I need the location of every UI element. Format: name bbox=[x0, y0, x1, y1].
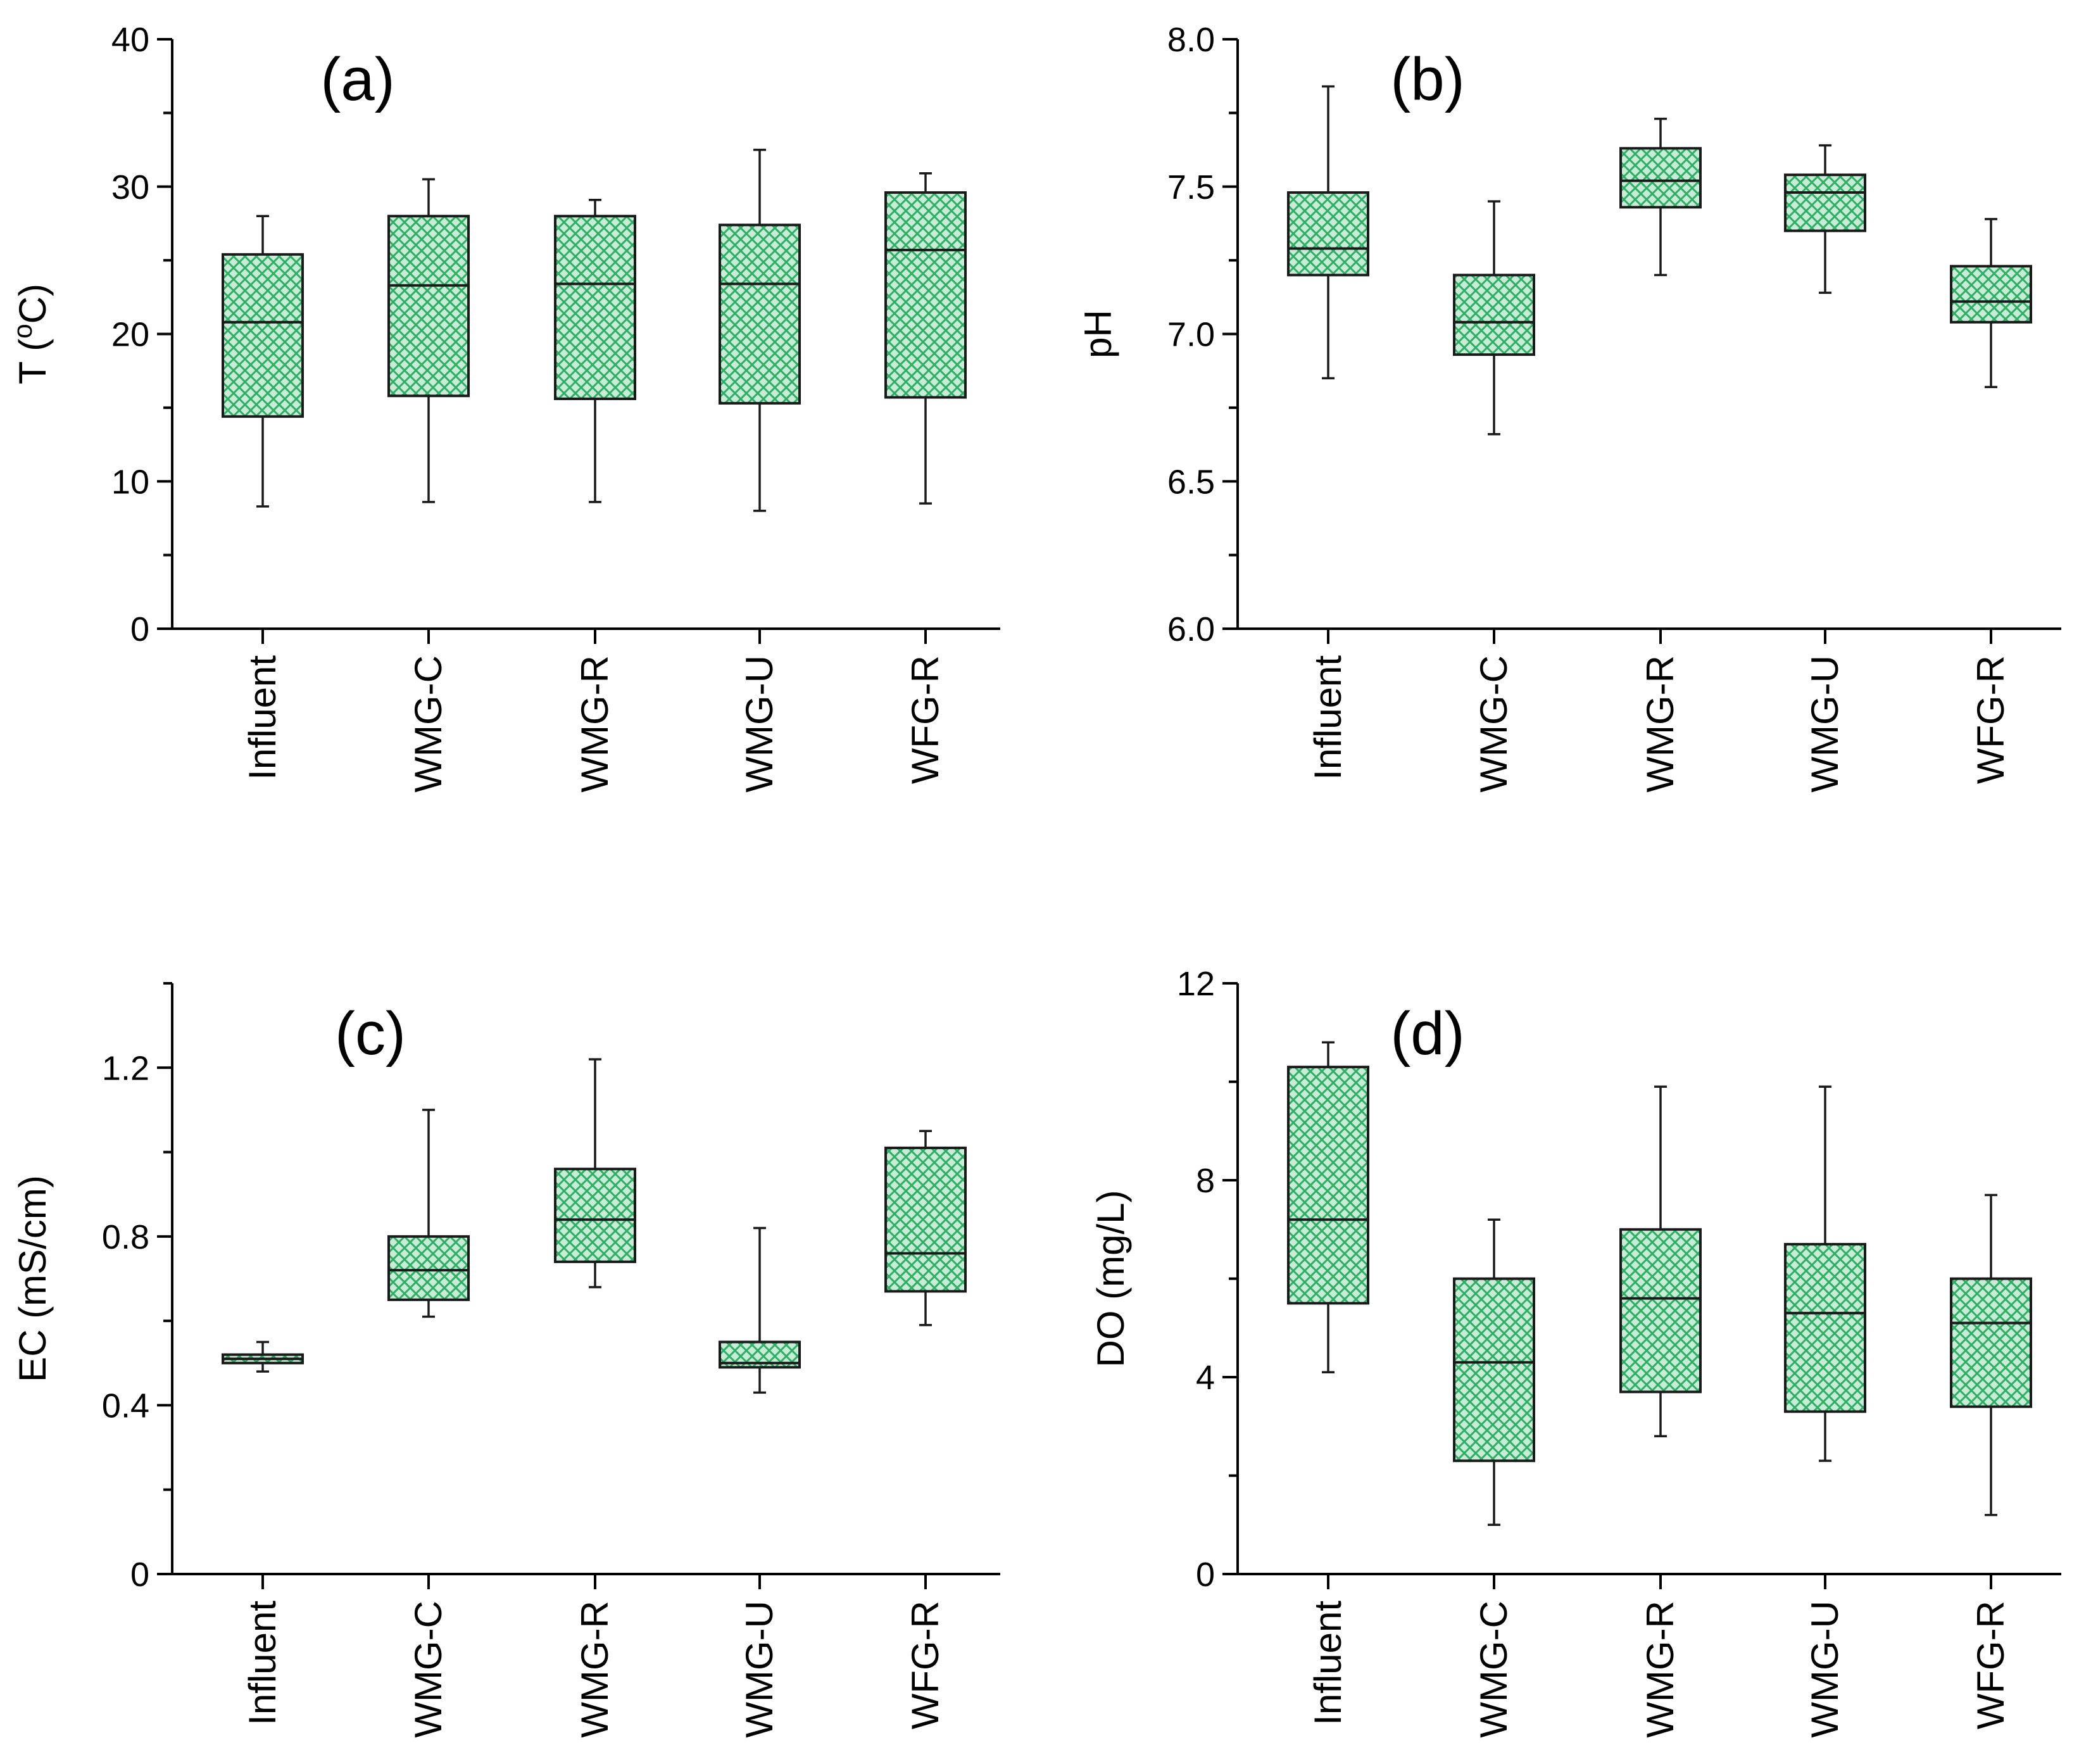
x-category-label: WMG-C bbox=[407, 655, 449, 793]
iqr-box bbox=[554, 215, 636, 400]
x-category-label: Influent bbox=[1307, 655, 1349, 780]
iqr-box bbox=[884, 191, 967, 399]
box-wmg-u bbox=[719, 148, 801, 512]
y-tick-label: 30 bbox=[111, 168, 149, 206]
box-wmg-r bbox=[1619, 1085, 1702, 1438]
iqr-box bbox=[554, 1168, 636, 1263]
y-tick-label: 4 bbox=[1196, 1359, 1215, 1397]
iqr-box bbox=[1950, 1277, 2032, 1408]
iqr-box bbox=[1287, 191, 1369, 277]
panel-c: 0 0.4 0.8 1.2 Influent WMG-C WMG-R WMG-U WFG-R (c… bbox=[11, 982, 1000, 1738]
y-tick-label: 6.0 bbox=[1167, 610, 1215, 648]
x-category-label: WFG-R bbox=[1969, 655, 2012, 784]
x-category-label: WMG-C bbox=[407, 1601, 449, 1738]
panel-b: 6.0 6.5 7.0 7.5 8.0 Influent WMG-C WMG-R WMG-U WF… bbox=[1077, 21, 2061, 793]
x-category-label: WMG-U bbox=[1804, 655, 1846, 793]
iqr-box bbox=[1287, 1066, 1369, 1305]
x-category-label: WMG-R bbox=[574, 655, 616, 793]
iqr-box bbox=[1619, 1228, 1702, 1394]
y-tick-label: 0.8 bbox=[102, 1218, 149, 1256]
y-tick-label: 0 bbox=[130, 1556, 149, 1594]
box-influent bbox=[222, 1340, 304, 1373]
x-category-label: WMG-R bbox=[574, 1601, 616, 1738]
y-tick-label: 10 bbox=[111, 463, 149, 501]
panel-title: (a) bbox=[320, 46, 394, 113]
box-wfg-r bbox=[884, 172, 967, 505]
x-category-label: Influent bbox=[241, 1601, 284, 1725]
iqr-box bbox=[1784, 173, 1866, 232]
box-wmg-u bbox=[719, 1226, 801, 1394]
box-wmg-r bbox=[1619, 117, 1702, 277]
y-tick-label: 7.5 bbox=[1167, 168, 1215, 206]
y-tick-label: 7.0 bbox=[1167, 316, 1215, 354]
x-category-label: WMG-U bbox=[738, 655, 781, 793]
panel-title: (c) bbox=[335, 1000, 406, 1068]
box-wmg-c bbox=[387, 1109, 470, 1318]
iqr-box bbox=[387, 1235, 470, 1301]
iqr-box bbox=[1453, 1277, 1535, 1463]
y-tick-label: 1.2 bbox=[102, 1049, 149, 1087]
iqr-box bbox=[222, 253, 304, 418]
panel-a: 0 10 20 30 40 Influent WMG-C WMG-R WMG-U WFG-R (a)… bbox=[8, 21, 1000, 793]
x-category-label: WMG-R bbox=[1639, 1601, 1681, 1738]
y-tick-label: 20 bbox=[111, 316, 149, 354]
x-category-label: Influent bbox=[241, 655, 284, 780]
y-tick-label: 0 bbox=[1196, 1556, 1215, 1594]
box-wmg-c bbox=[1453, 200, 1535, 436]
iqr-box bbox=[1619, 147, 1702, 209]
box-wmg-u bbox=[1784, 144, 1866, 294]
x-category-label: WFG-R bbox=[1969, 1601, 2012, 1729]
box-wmg-c bbox=[1453, 1218, 1535, 1526]
y-tick-label: 8.0 bbox=[1167, 21, 1215, 59]
x-category-label: WMG-U bbox=[738, 1601, 781, 1738]
y-tick-label: 6.5 bbox=[1167, 463, 1215, 501]
box-wfg-r bbox=[884, 1130, 967, 1326]
iqr-box bbox=[1950, 265, 2032, 324]
box-influent bbox=[222, 215, 304, 508]
box-influent bbox=[1287, 1041, 1369, 1373]
box-wmg-r bbox=[554, 1058, 636, 1288]
y-axis-label: DO (mg/L) bbox=[1090, 1190, 1132, 1367]
iqr-box bbox=[1453, 274, 1535, 356]
x-category-label: Influent bbox=[1307, 1601, 1349, 1725]
x-category-label: WMG-C bbox=[1473, 655, 1515, 793]
y-axis-label: T (oC) bbox=[8, 284, 54, 384]
x-category-label: WFG-R bbox=[904, 1601, 946, 1729]
y-axis-label: EC (mS/cm) bbox=[11, 1175, 54, 1382]
panel-d: 0 4 8 12 Influent WMG-C WMG-R WMG-U WFG-R (d) DO (… bbox=[1090, 965, 2061, 1738]
y-tick-label: 0.4 bbox=[102, 1387, 149, 1425]
panel-title: (d) bbox=[1390, 1000, 1464, 1068]
iqr-box bbox=[387, 215, 470, 398]
box-wmg-r bbox=[554, 198, 636, 503]
y-tick-label: 8 bbox=[1196, 1162, 1215, 1200]
iqr-box bbox=[1784, 1243, 1866, 1413]
x-category-label: WMG-C bbox=[1473, 1601, 1515, 1738]
iqr-box bbox=[884, 1146, 967, 1293]
box-wfg-r bbox=[1950, 1194, 2032, 1516]
iqr-box bbox=[719, 224, 801, 405]
box-influent bbox=[1287, 85, 1369, 380]
x-category-label: WMG-U bbox=[1804, 1601, 1846, 1738]
box-wmg-u bbox=[1784, 1085, 1866, 1462]
y-tick-label: 0 bbox=[130, 610, 149, 648]
box-wfg-r bbox=[1950, 218, 2032, 389]
y-tick-label: 40 bbox=[111, 21, 149, 59]
x-category-label: WFG-R bbox=[904, 655, 946, 784]
x-category-label: WMG-R bbox=[1639, 655, 1681, 793]
y-tick-label: 12 bbox=[1177, 965, 1215, 1003]
panel-title: (b) bbox=[1390, 46, 1464, 113]
box-wmg-c bbox=[387, 178, 470, 503]
y-axis-label: pH bbox=[1077, 310, 1119, 358]
